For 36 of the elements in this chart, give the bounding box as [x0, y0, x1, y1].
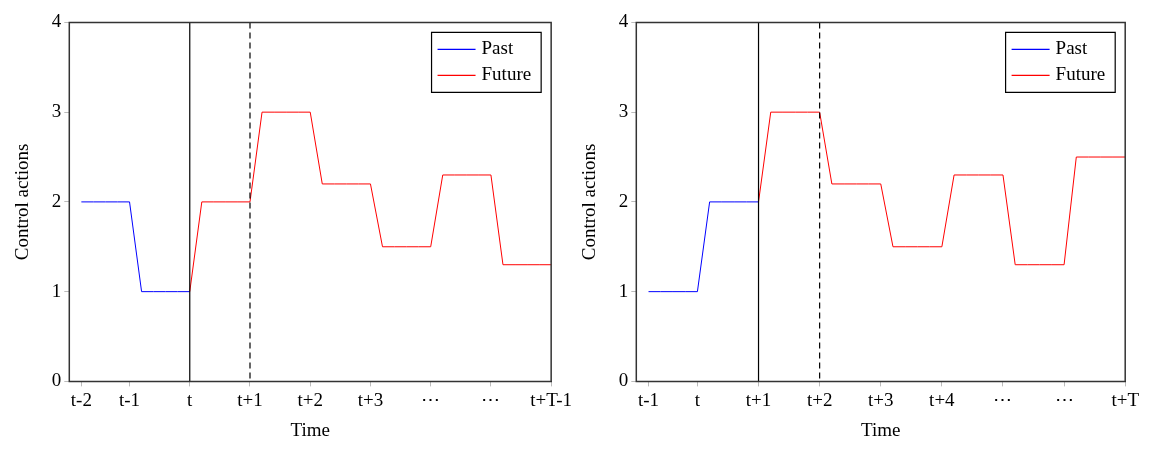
x-tick-label: t+2 — [297, 388, 323, 410]
y-tick-label: 2 — [51, 189, 62, 211]
legend-label: Past — [481, 37, 514, 59]
x-tick-label: t+T — [1111, 388, 1140, 410]
legend-label: Future — [481, 63, 532, 85]
x-tick-label: t+1 — [745, 388, 772, 410]
x-tick-label: ⋯ — [1054, 388, 1074, 410]
x-tick-label: t+4 — [929, 388, 956, 410]
y-tick-label: 2 — [618, 189, 629, 211]
x-tick-label: t-2 — [70, 388, 92, 410]
x-tick-label: t+3 — [357, 388, 384, 410]
x-tick-label: t-1 — [637, 388, 660, 410]
y-tick-label: 0 — [51, 369, 62, 391]
x-axis-title: Time — [861, 418, 901, 440]
y-tick-label: 3 — [51, 100, 62, 122]
x-tick-label: t — [187, 388, 194, 410]
x-tick-label: t+2 — [806, 388, 833, 410]
x-tick-label: ⋯ — [421, 388, 441, 410]
x-tick-label: t-1 — [118, 388, 141, 410]
y-tick-label: 1 — [51, 279, 62, 301]
y-tick-label: 3 — [618, 100, 629, 122]
x-tick-label: t — [694, 388, 701, 410]
x-tick-label: t+1 — [237, 388, 263, 410]
legend-label: Future — [1055, 63, 1106, 85]
x-tick-label: t+T-1 — [530, 388, 572, 410]
y-axis-title: Control actions — [11, 143, 33, 261]
y-tick-label: 4 — [618, 10, 629, 32]
y-tick-label: 1 — [618, 279, 629, 301]
y-axis-title: Control actions — [578, 143, 600, 261]
y-tick-label: 0 — [618, 369, 629, 391]
x-tick-label: t+3 — [868, 388, 894, 410]
x-axis-title: Time — [290, 418, 330, 440]
x-tick-label: ⋯ — [993, 388, 1013, 410]
x-tick-label: ⋯ — [481, 388, 501, 410]
legend-label: Past — [1055, 37, 1088, 59]
y-tick-label: 4 — [51, 10, 62, 32]
